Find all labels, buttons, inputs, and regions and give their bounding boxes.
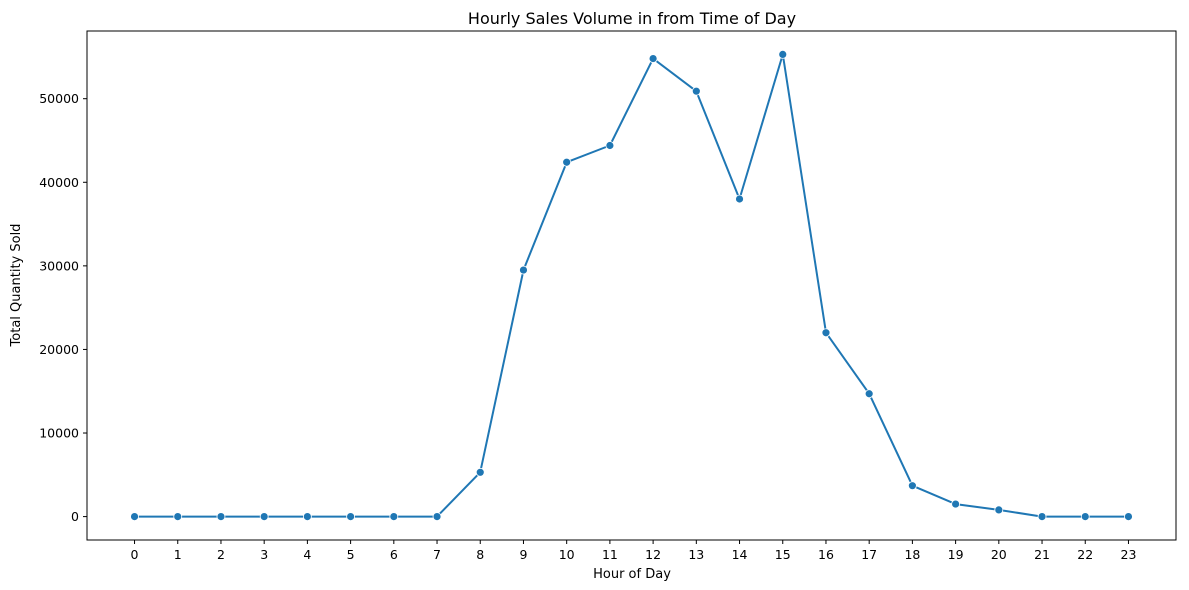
x-tick-label: 12 [645, 547, 661, 562]
plot-frame [86, 30, 1177, 541]
data-point [735, 194, 744, 204]
x-tick-label: 6 [390, 547, 398, 562]
data-point [907, 481, 917, 491]
data-point [864, 389, 874, 399]
data-point [691, 86, 701, 96]
y-tick-label: 30000 [39, 258, 79, 273]
y-tick-label: 0 [71, 509, 79, 524]
chart-title: Hourly Sales Volume in from Time of Day [468, 9, 796, 28]
data-point [259, 512, 269, 521]
x-tick-label: 3 [260, 547, 268, 562]
data-point [1037, 512, 1047, 521]
data-point [432, 512, 442, 521]
data-point [346, 512, 356, 521]
data-point [648, 54, 658, 63]
data-point [130, 512, 139, 521]
x-tick-label: 18 [904, 547, 920, 562]
y-tick-label: 40000 [39, 175, 79, 190]
series-markers [130, 50, 1133, 521]
data-point [1124, 512, 1133, 521]
x-axis: 0 1 2 3 4 5 6 7 8 9 10 11 12 13 14 15 16 17 18 19 20 21 22 23 [131, 540, 1137, 562]
x-tick-label: 7 [433, 547, 441, 562]
x-tick-label: 2 [217, 547, 225, 562]
y-axis: 0 10000 20000 30000 40000 50000 [39, 91, 87, 524]
x-tick-label: 19 [948, 547, 964, 562]
data-point [302, 512, 312, 521]
data-point [173, 512, 183, 521]
x-tick-label: 13 [688, 547, 704, 562]
x-tick-label: 10 [559, 547, 575, 562]
data-point [519, 265, 528, 275]
data-point [475, 467, 485, 477]
x-tick-label: 20 [991, 547, 1007, 562]
x-tick-label: 16 [818, 547, 834, 562]
data-point [389, 512, 399, 521]
data-point [605, 141, 615, 150]
data-point [216, 512, 226, 521]
x-tick-label: 15 [775, 547, 791, 562]
x-tick-label: 11 [602, 547, 618, 562]
x-tick-label: 9 [519, 547, 527, 562]
series-line [134, 53, 1129, 518]
data-point [821, 328, 831, 338]
y-axis-label: Total Quantity Sold [9, 224, 24, 348]
x-tick-label: 8 [476, 547, 484, 562]
x-axis-label: Hour of Day [593, 567, 671, 582]
data-point [994, 505, 1004, 515]
x-tick-label: 17 [861, 547, 877, 562]
x-tick-label: 21 [1034, 547, 1050, 562]
data-point [778, 50, 788, 59]
x-tick-label: 1 [174, 547, 182, 562]
data-point [951, 499, 961, 509]
x-tick-label: 4 [303, 547, 311, 562]
x-tick-label: 14 [732, 547, 748, 562]
x-tick-label: 23 [1121, 547, 1137, 562]
data-point [1080, 512, 1090, 521]
y-tick-label: 50000 [39, 91, 79, 106]
data-point [562, 157, 572, 167]
x-tick-label: 5 [347, 547, 355, 562]
y-tick-label: 20000 [39, 342, 79, 357]
x-tick-label: 22 [1077, 547, 1093, 562]
y-tick-label: 10000 [39, 426, 79, 441]
x-tick-label: 0 [131, 547, 139, 562]
